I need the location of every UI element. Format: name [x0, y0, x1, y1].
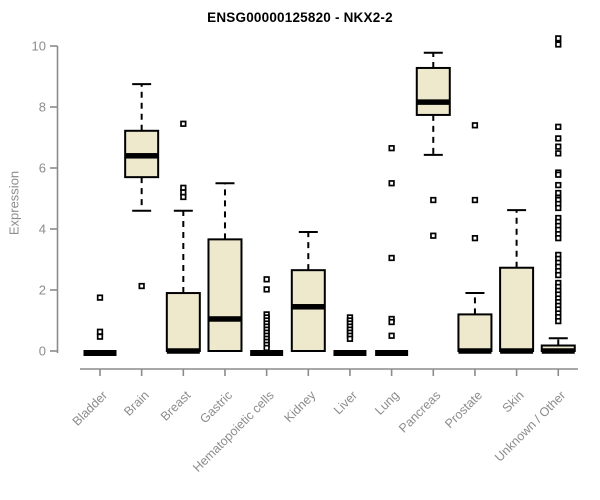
chart-title: ENSG00000125820 - NKX2-2: [207, 10, 393, 25]
x-tick-label-kidney: Kidney: [281, 388, 318, 425]
boxplot-breast: [165, 120, 201, 354]
boxplot-kidney: [290, 231, 326, 352]
boxplot-hematopoietic-cells: [250, 276, 284, 356]
median-line: [208, 316, 242, 322]
outlier-point: [555, 171, 562, 178]
outlier-point: [180, 120, 187, 127]
boxplot-skin: [499, 209, 535, 354]
outlier-point: [96, 294, 104, 301]
y-tick-label: 4: [39, 222, 46, 237]
x-tick-label-skin: Skin: [500, 388, 527, 415]
outlier-point: [555, 235, 562, 242]
median-line: [500, 348, 534, 354]
outlier-point: [555, 35, 562, 42]
median-line: [541, 348, 575, 354]
outlier-point: [263, 344, 270, 352]
median-line: [291, 304, 325, 310]
box-rect: [457, 313, 493, 352]
outlier-point: [430, 232, 437, 239]
y-axis: 0 2 4 6 8 10: [32, 39, 59, 359]
boxplot-brain: [124, 83, 160, 290]
median-line: [125, 153, 159, 159]
boxplot-pancreas: [415, 51, 451, 239]
outlier-point: [555, 143, 562, 150]
outlier-point: [346, 335, 354, 342]
outlier-point: [471, 122, 479, 129]
outlier-point: [388, 145, 395, 152]
boxplot-unknown-other: [540, 35, 576, 354]
boxplot-bladder: [83, 294, 117, 356]
outlier-point: [555, 204, 562, 212]
outlier-point: [555, 123, 562, 130]
outlier-point: [555, 317, 562, 325]
median-line: [458, 348, 492, 354]
box-rect: [165, 292, 201, 352]
x-tick-label-breast: Breast: [158, 388, 194, 424]
outlier-point: [263, 286, 270, 293]
median-line: [166, 348, 200, 354]
outlier-point: [555, 41, 562, 48]
outlier-point: [96, 328, 104, 335]
x-tick-label-gastric: Gastric: [197, 388, 235, 426]
boxplot-prostate: [457, 122, 493, 354]
outlier-point: [555, 271, 562, 279]
outlier-point: [388, 332, 395, 339]
outlier-point: [555, 189, 562, 197]
boxplot-gastric: [207, 182, 243, 352]
outlier-point: [555, 135, 562, 142]
boxplot-lung: [375, 145, 409, 356]
x-tick-label-hematopoietic-cells: Hematopoietic cells: [190, 388, 277, 475]
x-tick-label-unknown-other: Unknown / Other: [492, 388, 568, 464]
y-tick-label: 10: [32, 39, 46, 54]
x-tick-label-bladder: Bladder: [70, 388, 110, 428]
median-line: [416, 99, 450, 105]
x-tick-label-brain: Brain: [121, 388, 152, 419]
x-tick-label-prostate: Prostate: [442, 388, 485, 431]
median-line: [250, 350, 284, 356]
y-tick-label: 6: [39, 161, 46, 176]
median-line: [333, 350, 367, 356]
outlier-point: [388, 180, 395, 187]
median-line: [83, 350, 117, 356]
y-tick-label: 8: [39, 100, 46, 115]
outlier-point: [555, 150, 562, 157]
x-tick-label-lung: Lung: [372, 388, 402, 418]
box-rect: [290, 269, 326, 352]
box-rect: [207, 238, 243, 352]
box-rect: [499, 266, 535, 352]
outlier-point: [180, 193, 187, 201]
median-line: [375, 350, 409, 356]
x-tick-label-liver: Liver: [331, 388, 360, 417]
y-tick-label: 0: [39, 344, 46, 359]
x-tick-label-pancreas: Pancreas: [396, 388, 443, 435]
outlier-point: [96, 333, 104, 340]
outlier-point: [388, 254, 395, 262]
outlier-point: [388, 318, 395, 326]
outlier-point: [471, 196, 479, 204]
outlier-point: [555, 181, 562, 189]
box-rect: [415, 66, 451, 116]
y-tick-label: 2: [39, 283, 46, 298]
outlier-point: [471, 235, 479, 242]
outlier-point: [138, 282, 145, 290]
outlier-point: [263, 276, 270, 283]
outlier-point: [430, 196, 437, 204]
boxplot-liver: [333, 314, 367, 356]
